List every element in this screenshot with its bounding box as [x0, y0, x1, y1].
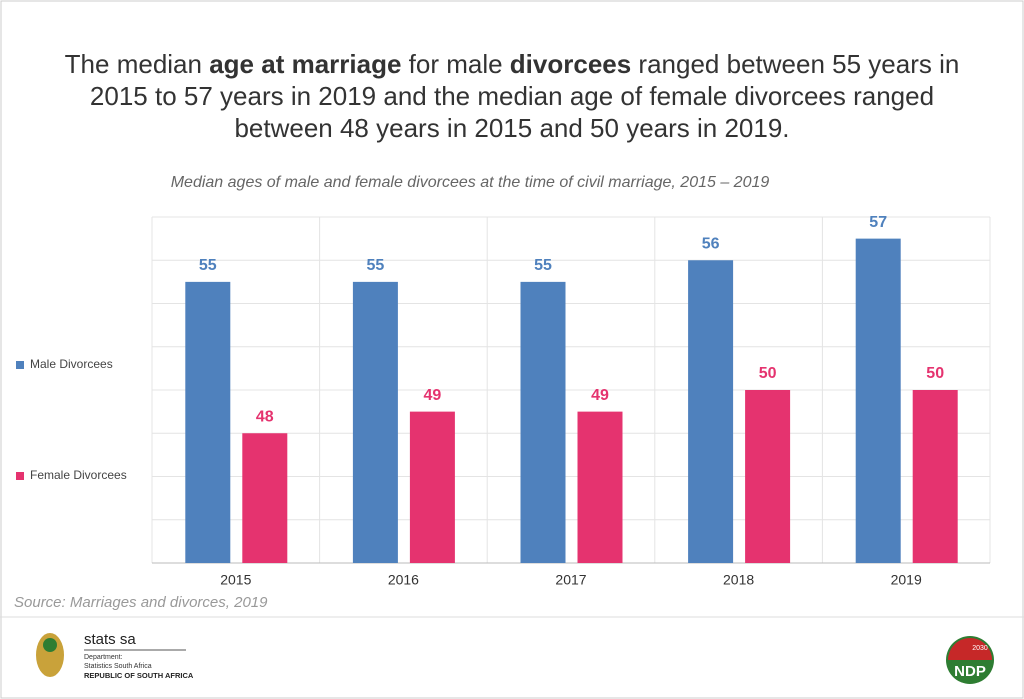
bar [242, 433, 288, 563]
bar [745, 390, 791, 563]
bar [855, 238, 901, 563]
bar [912, 390, 958, 563]
ndp-logo: NDP 2030 [946, 636, 994, 684]
headline: The median age at marriage for male divo… [50, 48, 974, 144]
headline-part: age at marriage [209, 49, 402, 79]
data-label: 50 [759, 365, 777, 382]
source: Source: Marriages and divorces, 2019 [14, 594, 268, 611]
brand: stats sa [84, 631, 136, 648]
headline-part: divorcees [509, 49, 632, 79]
bar [577, 411, 623, 563]
data-label: 49 [424, 387, 442, 404]
agency: Statistics South Africa [84, 663, 152, 670]
data-label: 48 [256, 408, 274, 425]
x-tick-label: 2018 [723, 572, 754, 588]
bar [688, 260, 734, 563]
department: Department: [84, 654, 123, 661]
data-label: 49 [591, 387, 609, 404]
statssa-logo: stats sa Department: Statistics South Af… [36, 631, 194, 680]
legend-swatch [16, 361, 24, 369]
country: REPUBLIC OF SOUTH AFRICA [84, 671, 194, 680]
data-label: 55 [199, 257, 217, 274]
bar [520, 281, 566, 563]
x-tick-label: 2019 [891, 572, 922, 588]
ndp: NDP [954, 663, 986, 680]
headline-part: The median [64, 49, 210, 79]
x-tick-label: 2017 [555, 572, 586, 588]
legend-swatch [16, 472, 24, 480]
ndp-year: 2030 [972, 645, 988, 652]
bar [409, 411, 455, 563]
data-label: 55 [534, 257, 552, 274]
headline-part: for male [401, 49, 510, 79]
data-label: 55 [367, 257, 385, 274]
legend-label: Female Divorcees [30, 468, 127, 482]
legend-label: Male Divorcees [30, 357, 113, 371]
x-tick-label: 2015 [220, 572, 251, 588]
data-label: 57 [869, 214, 887, 231]
bar [352, 281, 398, 563]
x-tick-label: 2016 [388, 572, 419, 588]
data-label: 50 [926, 365, 944, 382]
bar [185, 281, 231, 563]
headline-part: ranged between 55 years in 2015 to 57 ye… [89, 49, 960, 143]
chart-title: Median ages of male and female divorcees… [171, 174, 770, 191]
data-label: 56 [702, 235, 720, 252]
